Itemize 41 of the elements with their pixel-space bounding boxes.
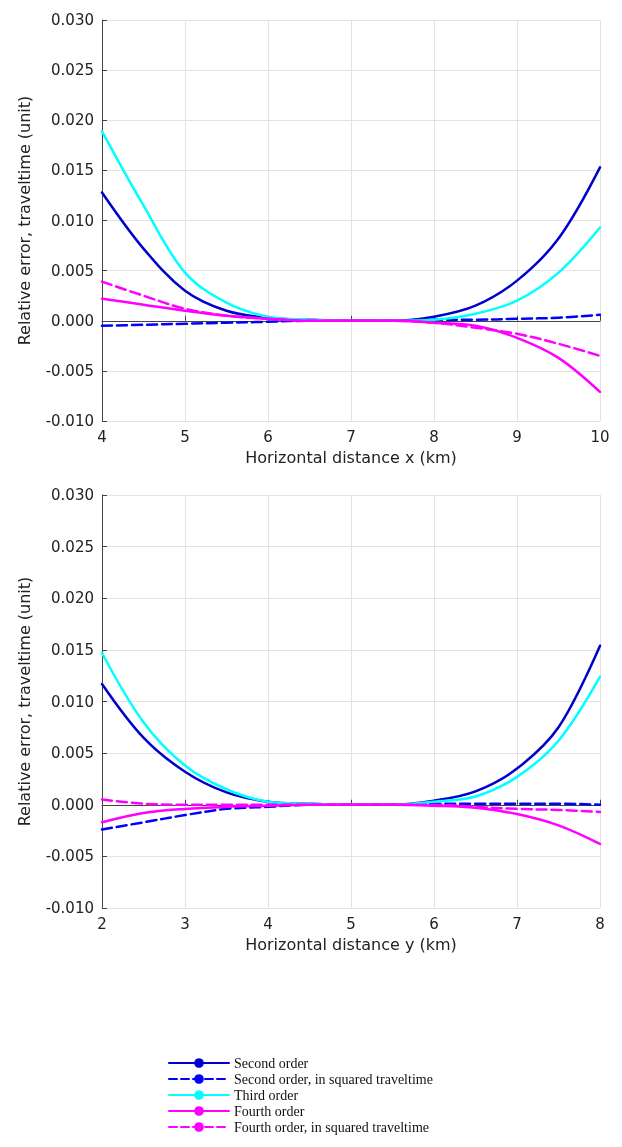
legend-label: Second order bbox=[234, 1055, 309, 1071]
y-tick-label: 0.000 bbox=[51, 311, 94, 330]
y-tick-label: 0.000 bbox=[51, 795, 94, 814]
y-tick-label: 0.015 bbox=[51, 640, 94, 659]
x-tick-label: 3 bbox=[180, 914, 190, 933]
x-tick-label: 9 bbox=[512, 427, 522, 446]
x-tick-label: 2 bbox=[97, 914, 107, 933]
legend-label: Second order, in squared traveltime bbox=[234, 1071, 433, 1087]
y-axis-title: Relative error, traveltime (unit) bbox=[14, 576, 34, 827]
y-axis-title: Relative error, traveltime (unit) bbox=[14, 95, 34, 346]
y-tick-label: 0.010 bbox=[51, 692, 94, 711]
x-tick-label: 6 bbox=[429, 914, 439, 933]
y-tick-label: 0.025 bbox=[51, 537, 94, 556]
x-tick-label: 4 bbox=[97, 427, 107, 446]
legend-label: Third order bbox=[234, 1087, 299, 1103]
x-tick-label: 8 bbox=[595, 914, 605, 933]
y-tick-label: -0.010 bbox=[45, 412, 94, 430]
x-tick-label: 7 bbox=[346, 427, 356, 446]
y-tick-label: -0.005 bbox=[45, 361, 94, 380]
x-axis-title: Horizontal distance y (km) bbox=[245, 934, 457, 954]
x-tick-label: 10 bbox=[590, 427, 610, 446]
y-tick-label: 0.005 bbox=[51, 261, 94, 280]
x-tick-label: 5 bbox=[346, 914, 356, 933]
x-tick-label: 6 bbox=[263, 427, 273, 446]
x-tick-label: 7 bbox=[512, 914, 522, 933]
x-tick-label: 4 bbox=[263, 914, 273, 933]
x-tick-label: 8 bbox=[429, 427, 439, 446]
y-tick-label: -0.010 bbox=[45, 899, 94, 917]
x-tick-label: 5 bbox=[180, 427, 190, 446]
x-axis-title: Horizontal distance x (km) bbox=[245, 447, 457, 467]
y-tick-label: -0.005 bbox=[45, 847, 94, 866]
y-tick-label: 0.020 bbox=[51, 589, 94, 608]
y-tick-label: 0.010 bbox=[51, 211, 94, 230]
y-tick-label: 0.025 bbox=[51, 61, 94, 80]
y-tick-label: 0.005 bbox=[51, 744, 94, 763]
legend-label: Fourth order bbox=[234, 1103, 305, 1119]
y-tick-label: 0.020 bbox=[51, 111, 94, 130]
y-tick-label: 0.030 bbox=[51, 486, 94, 504]
legend-label: Fourth order, in squared traveltime bbox=[234, 1119, 429, 1135]
y-tick-label: 0.030 bbox=[51, 11, 94, 29]
y-tick-label: 0.015 bbox=[51, 161, 94, 180]
